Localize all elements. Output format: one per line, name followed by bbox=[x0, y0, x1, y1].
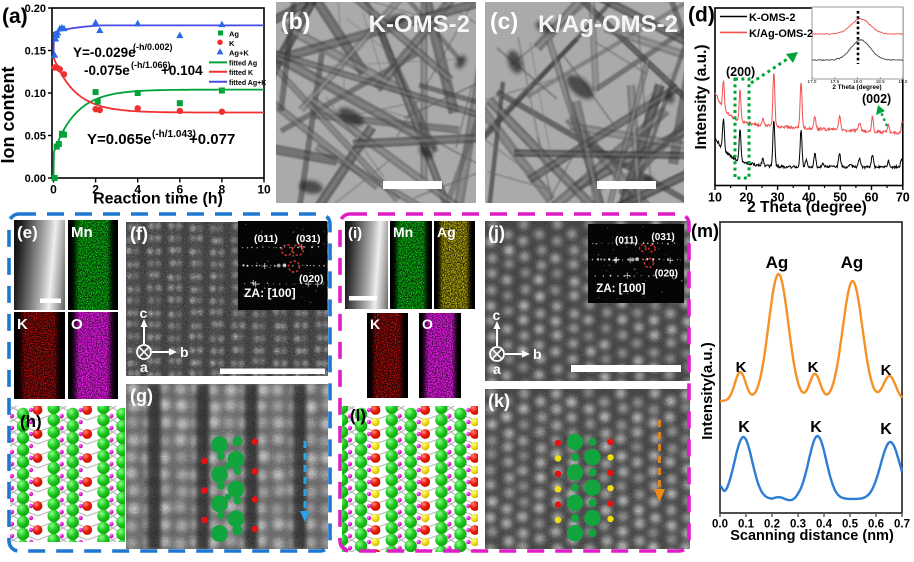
svg-text:(031): (031) bbox=[296, 233, 321, 245]
svg-text:17.0: 17.0 bbox=[808, 79, 817, 84]
svg-text:K: K bbox=[810, 419, 822, 436]
svg-text:(b): (b) bbox=[281, 8, 310, 34]
svg-text:O: O bbox=[71, 316, 83, 333]
svg-text:Reaction time (h): Reaction time (h) bbox=[93, 191, 223, 208]
svg-text:(a): (a) bbox=[2, 5, 28, 28]
svg-text:Intensity (a.u.): Intensity (a.u.) bbox=[693, 44, 710, 149]
svg-text:K-OMS-2: K-OMS-2 bbox=[749, 12, 795, 24]
svg-text:K/Ag-OMS-2: K/Ag-OMS-2 bbox=[538, 11, 678, 38]
svg-text:0.15: 0.15 bbox=[25, 46, 46, 58]
svg-text:(h): (h) bbox=[20, 412, 42, 431]
svg-text:(-h/0.002): (-h/0.002) bbox=[133, 42, 173, 52]
svg-text:+0.077: +0.077 bbox=[189, 131, 235, 148]
svg-text:Ag: Ag bbox=[766, 253, 789, 272]
svg-text:Scanning distance (nm): Scanning distance (nm) bbox=[730, 528, 894, 544]
svg-text:(020): (020) bbox=[299, 273, 324, 285]
svg-text:Y=-0.029e: Y=-0.029e bbox=[73, 45, 136, 60]
svg-text:a: a bbox=[493, 361, 501, 377]
svg-text:Ag: Ag bbox=[841, 253, 864, 272]
svg-text:0.05: 0.05 bbox=[25, 131, 46, 143]
svg-text:O: O bbox=[422, 316, 433, 332]
svg-text:K-OMS-2: K-OMS-2 bbox=[369, 11, 470, 38]
svg-text:(200): (200) bbox=[726, 65, 755, 79]
svg-text:K: K bbox=[881, 362, 892, 379]
svg-text:(l): (l) bbox=[350, 406, 366, 425]
svg-text:(c): (c) bbox=[490, 8, 518, 34]
svg-text:Mn: Mn bbox=[71, 224, 93, 241]
svg-text:Mn: Mn bbox=[393, 224, 413, 240]
svg-text:2 Theta (degree): 2 Theta (degree) bbox=[832, 84, 881, 91]
svg-text:c: c bbox=[140, 305, 148, 321]
svg-text:Y=0.065e: Y=0.065e bbox=[87, 131, 152, 148]
svg-text:K: K bbox=[370, 316, 380, 332]
svg-text:(m): (m) bbox=[691, 221, 719, 241]
svg-text:a: a bbox=[140, 359, 148, 375]
svg-text:0: 0 bbox=[50, 183, 57, 197]
svg-text:19.0: 19.0 bbox=[899, 79, 908, 84]
svg-text:(031): (031) bbox=[651, 232, 674, 243]
svg-text:(011): (011) bbox=[254, 233, 278, 245]
svg-text:ZA: [100]: ZA: [100] bbox=[596, 283, 645, 295]
svg-text:(e): (e) bbox=[17, 223, 38, 242]
svg-text:(j): (j) bbox=[488, 223, 505, 243]
svg-text:c: c bbox=[493, 307, 501, 323]
svg-text:(020): (020) bbox=[655, 268, 678, 279]
svg-text:(f): (f) bbox=[130, 224, 148, 244]
svg-text:-0.075e: -0.075e bbox=[84, 63, 130, 78]
svg-text:ZA: [100]: ZA: [100] bbox=[244, 286, 296, 300]
svg-text:(011): (011) bbox=[615, 235, 638, 246]
svg-text:K: K bbox=[17, 316, 28, 333]
svg-text:fitted Ag: fitted Ag bbox=[229, 61, 257, 68]
svg-text:0.7: 0.7 bbox=[894, 519, 910, 531]
svg-text:K: K bbox=[808, 359, 819, 376]
svg-text:Ion content: Ion content bbox=[0, 67, 18, 164]
svg-text:+0.104: +0.104 bbox=[161, 63, 203, 78]
svg-text:0.00: 0.00 bbox=[25, 173, 46, 185]
svg-text:0.0: 0.0 bbox=[712, 519, 728, 531]
svg-text:70: 70 bbox=[896, 191, 910, 205]
svg-text:b: b bbox=[180, 344, 189, 360]
svg-text:10: 10 bbox=[257, 183, 271, 197]
svg-text:0.20: 0.20 bbox=[25, 3, 46, 15]
svg-text:(d): (d) bbox=[688, 4, 715, 27]
svg-text:0.10: 0.10 bbox=[25, 88, 46, 100]
svg-text:(i): (i) bbox=[348, 225, 362, 242]
svg-text:(k): (k) bbox=[488, 391, 510, 411]
svg-text:10: 10 bbox=[708, 191, 722, 205]
svg-text:K: K bbox=[229, 39, 235, 48]
svg-text:(g): (g) bbox=[130, 386, 153, 406]
svg-text:b: b bbox=[533, 346, 542, 362]
svg-text:2 Theta (degree): 2 Theta (degree) bbox=[747, 199, 867, 216]
svg-text:fitted Ag+K: fitted Ag+K bbox=[229, 80, 266, 87]
svg-text:K: K bbox=[738, 419, 750, 436]
svg-text:Ag: Ag bbox=[229, 30, 239, 39]
svg-text:Ag: Ag bbox=[437, 224, 456, 240]
svg-text:Ag+K: Ag+K bbox=[229, 48, 249, 57]
svg-text:K/Ag-OMS-2: K/Ag-OMS-2 bbox=[749, 28, 813, 40]
svg-text:K: K bbox=[880, 421, 892, 438]
svg-text:fitted K: fitted K bbox=[229, 70, 253, 77]
svg-text:K: K bbox=[736, 359, 747, 376]
svg-text:Intensity(a.u.): Intensity(a.u.) bbox=[699, 342, 716, 440]
svg-text:(002): (002) bbox=[862, 92, 891, 106]
